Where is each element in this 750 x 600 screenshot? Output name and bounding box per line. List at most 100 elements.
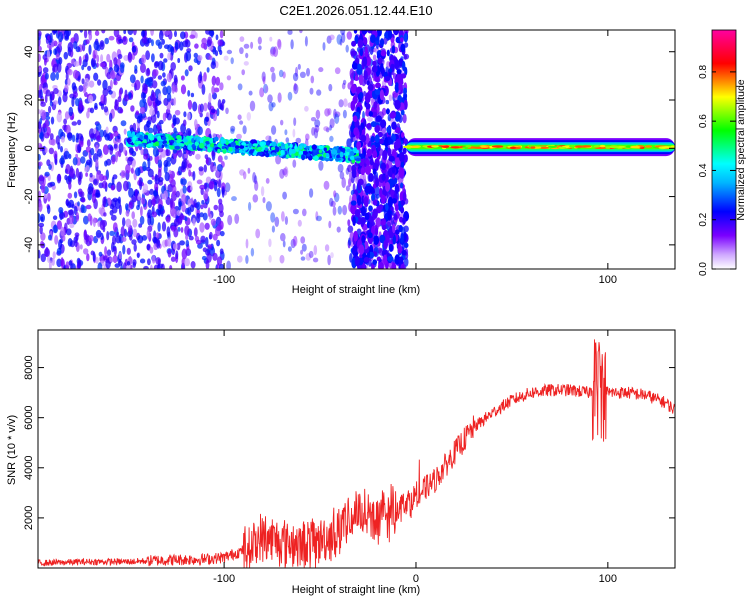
spectrogram-cell bbox=[109, 145, 114, 155]
spectrogram-cell bbox=[92, 251, 96, 262]
spectrogram-cell bbox=[129, 74, 136, 84]
spectrogram-cell bbox=[297, 63, 301, 70]
spectrogram-cell bbox=[173, 74, 178, 83]
spectrogram-cell bbox=[60, 155, 65, 165]
spectrogram-cell bbox=[208, 30, 215, 37]
spectrogram-cell bbox=[347, 82, 352, 90]
spectrogram-ticks: -100 100 -40 -20 0 20 40 bbox=[23, 30, 675, 286]
spectrogram-cell bbox=[360, 217, 367, 225]
spectrogram-cell bbox=[339, 151, 344, 158]
spectrogram-cell bbox=[387, 30, 393, 39]
spectrogram-cell bbox=[379, 89, 384, 101]
spectrogram-cell bbox=[292, 128, 296, 138]
spectrogram-cell bbox=[166, 85, 172, 95]
spectrogram-cell bbox=[384, 75, 391, 82]
spectrogram-cell bbox=[121, 170, 126, 179]
spectrogram-cell bbox=[54, 158, 58, 166]
spectrogram-cell bbox=[394, 254, 401, 265]
spectrogram-cell bbox=[275, 146, 280, 153]
spectrogram-cell bbox=[364, 164, 371, 175]
spectrogram-cell bbox=[108, 90, 113, 95]
spectrogram-cell bbox=[329, 118, 335, 129]
spectrogram-cell bbox=[113, 57, 118, 66]
spectrogram-cell bbox=[330, 200, 336, 207]
spectrogram-cell bbox=[444, 145, 449, 148]
spectrogram-cell bbox=[239, 145, 245, 149]
spectrogram-cell bbox=[311, 126, 316, 136]
spectrogram-cell bbox=[305, 145, 310, 149]
spectrogram-cell bbox=[111, 206, 118, 214]
spectrogram-cell bbox=[135, 167, 141, 177]
spectrogram-cell bbox=[44, 171, 50, 177]
spectrogram-cell bbox=[123, 180, 129, 192]
spectrogram-cell bbox=[358, 92, 364, 99]
spectrogram-cell bbox=[269, 36, 273, 42]
spectrogram-cell bbox=[282, 71, 286, 79]
spectrogram-cell bbox=[122, 217, 126, 227]
spectrogram-cell bbox=[110, 69, 116, 80]
spectrogram-cell bbox=[132, 136, 137, 141]
spectrogram-cell bbox=[158, 93, 162, 101]
spectrogram-cell bbox=[139, 215, 145, 225]
spectrogram-cell bbox=[135, 110, 140, 115]
spectrogram-cell bbox=[184, 258, 191, 267]
spectrogram-cell bbox=[360, 167, 365, 176]
spectrogram-cell bbox=[268, 254, 272, 263]
spectrogram-cell bbox=[208, 45, 214, 51]
spectrogram-cell bbox=[174, 145, 181, 150]
spectrogram-cell bbox=[367, 116, 373, 122]
spectrogram-cell bbox=[62, 92, 68, 103]
spectrogram-cell bbox=[162, 72, 166, 78]
spectrogram-cell bbox=[346, 31, 352, 40]
spectrogram-cell bbox=[157, 135, 162, 142]
spectrogram-cell bbox=[198, 166, 204, 172]
spectrogram-cell bbox=[103, 106, 109, 113]
spectrogram-cell bbox=[68, 106, 74, 117]
spectrogram-cell bbox=[385, 108, 390, 115]
spectrogram-cell bbox=[239, 36, 245, 42]
spectrogram-cell bbox=[374, 124, 381, 133]
spectrogram-cell bbox=[357, 181, 361, 191]
spectrogram-cell bbox=[150, 113, 157, 124]
spectrogram-cell bbox=[308, 250, 314, 259]
spectrogram-cell bbox=[100, 102, 105, 110]
spectrogram-cell bbox=[52, 251, 56, 259]
spectrogram-cell bbox=[216, 108, 220, 117]
spectrogram-cell bbox=[171, 85, 175, 94]
spectrogram-cell bbox=[394, 157, 401, 168]
spectrogram-cell bbox=[299, 71, 306, 79]
spectrogram-cell bbox=[174, 30, 177, 37]
spectrogram-cell bbox=[219, 263, 225, 269]
spectrogram-cell bbox=[124, 89, 128, 99]
spectrogram-cell bbox=[174, 109, 181, 116]
spectrogram-cell bbox=[157, 222, 161, 232]
spectrogram-cell bbox=[72, 134, 76, 143]
spectrogram-cell bbox=[300, 249, 304, 255]
spectrogram-cell bbox=[332, 206, 337, 216]
spectrogram-cell bbox=[58, 57, 63, 65]
spectrogram-cell bbox=[243, 61, 249, 66]
spectrogram-cell bbox=[270, 66, 275, 73]
spectrogram-cell bbox=[261, 71, 266, 82]
spectrogram-cell bbox=[368, 205, 373, 212]
spectrogram-cell bbox=[395, 229, 400, 235]
spectrogram-cell bbox=[289, 150, 293, 156]
spectrogram-cell bbox=[287, 91, 293, 101]
spectrogram-cell bbox=[47, 182, 53, 188]
spectrogram-cell bbox=[402, 147, 407, 155]
spectrogram-cell bbox=[393, 214, 398, 221]
spectrogram-cell bbox=[132, 228, 138, 238]
spectrogram-cell bbox=[350, 200, 357, 206]
spectrogram-cell bbox=[201, 255, 207, 261]
y-tick-label: 8000 bbox=[23, 355, 35, 379]
spectrogram-cell bbox=[102, 196, 107, 208]
spectrogram-cell bbox=[141, 235, 148, 241]
spectrogram-cell bbox=[260, 186, 265, 197]
spectrogram-cell bbox=[387, 255, 394, 262]
spectrogram-cell bbox=[182, 185, 187, 194]
spectrogram-cell bbox=[374, 89, 381, 96]
spectrogram-cell bbox=[239, 149, 243, 154]
spectrogram-cell bbox=[279, 168, 285, 179]
spectrogram-cell bbox=[400, 263, 405, 269]
spectrogram-cell bbox=[88, 235, 94, 242]
